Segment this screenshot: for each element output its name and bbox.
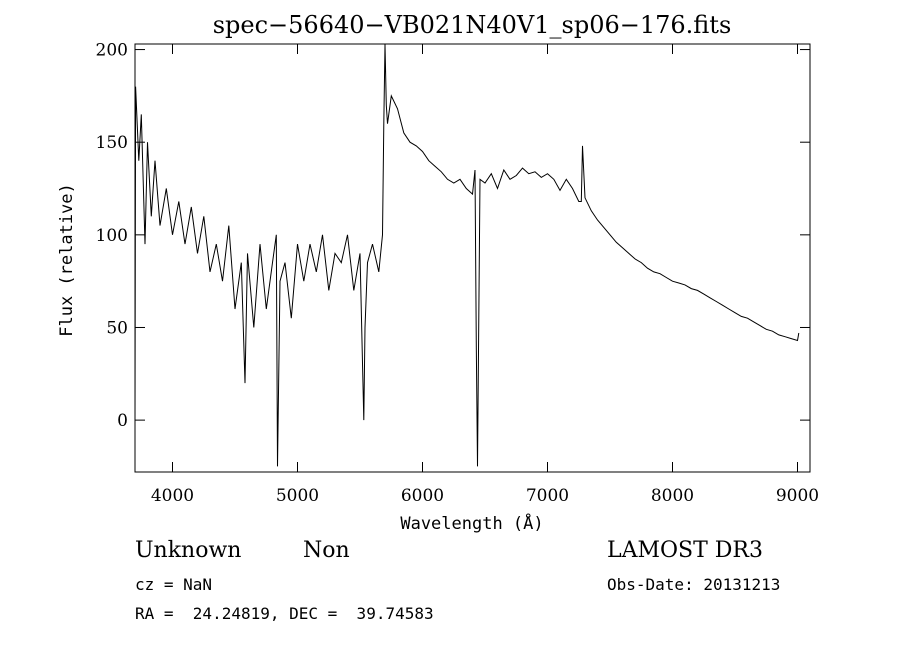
survey-name: LAMOST DR3 xyxy=(607,538,763,563)
y-axis: 0 50 100 150 200 xyxy=(96,41,810,431)
x-tick-label: 9000 xyxy=(776,486,819,506)
object-class: Unknown xyxy=(135,538,242,563)
redshift-text: cz = NaN xyxy=(135,575,213,594)
x-tick-label: 6000 xyxy=(401,486,444,506)
y-tick-label: 0 xyxy=(117,411,128,431)
x-tick-label: 7000 xyxy=(526,486,569,506)
y-axis-label: Flux (relative) xyxy=(57,183,77,337)
x-tick-label: 5000 xyxy=(276,486,319,506)
object-subclass: Non xyxy=(303,538,350,563)
y-tick-label: 200 xyxy=(96,41,128,61)
plot-frame xyxy=(134,43,811,473)
coordinates-text: RA = 24.24819, DEC = 39.74583 xyxy=(135,604,434,623)
x-axis: 4000 5000 6000 7000 8000 9000 xyxy=(151,44,819,506)
obs-date-text: Obs-Date: 20131213 xyxy=(607,575,781,594)
y-tick-label: 100 xyxy=(96,226,128,246)
y-tick-label: 50 xyxy=(106,318,128,338)
x-tick-label: 8000 xyxy=(651,486,694,506)
y-tick-label: 150 xyxy=(96,133,128,153)
x-axis-label: Wavelength (Å) xyxy=(400,512,543,534)
chart-title: spec−56640−VB021N40V1_sp06−176.fits xyxy=(213,11,732,39)
spectrum-series-line xyxy=(134,43,800,467)
x-tick-label: 4000 xyxy=(151,486,194,506)
